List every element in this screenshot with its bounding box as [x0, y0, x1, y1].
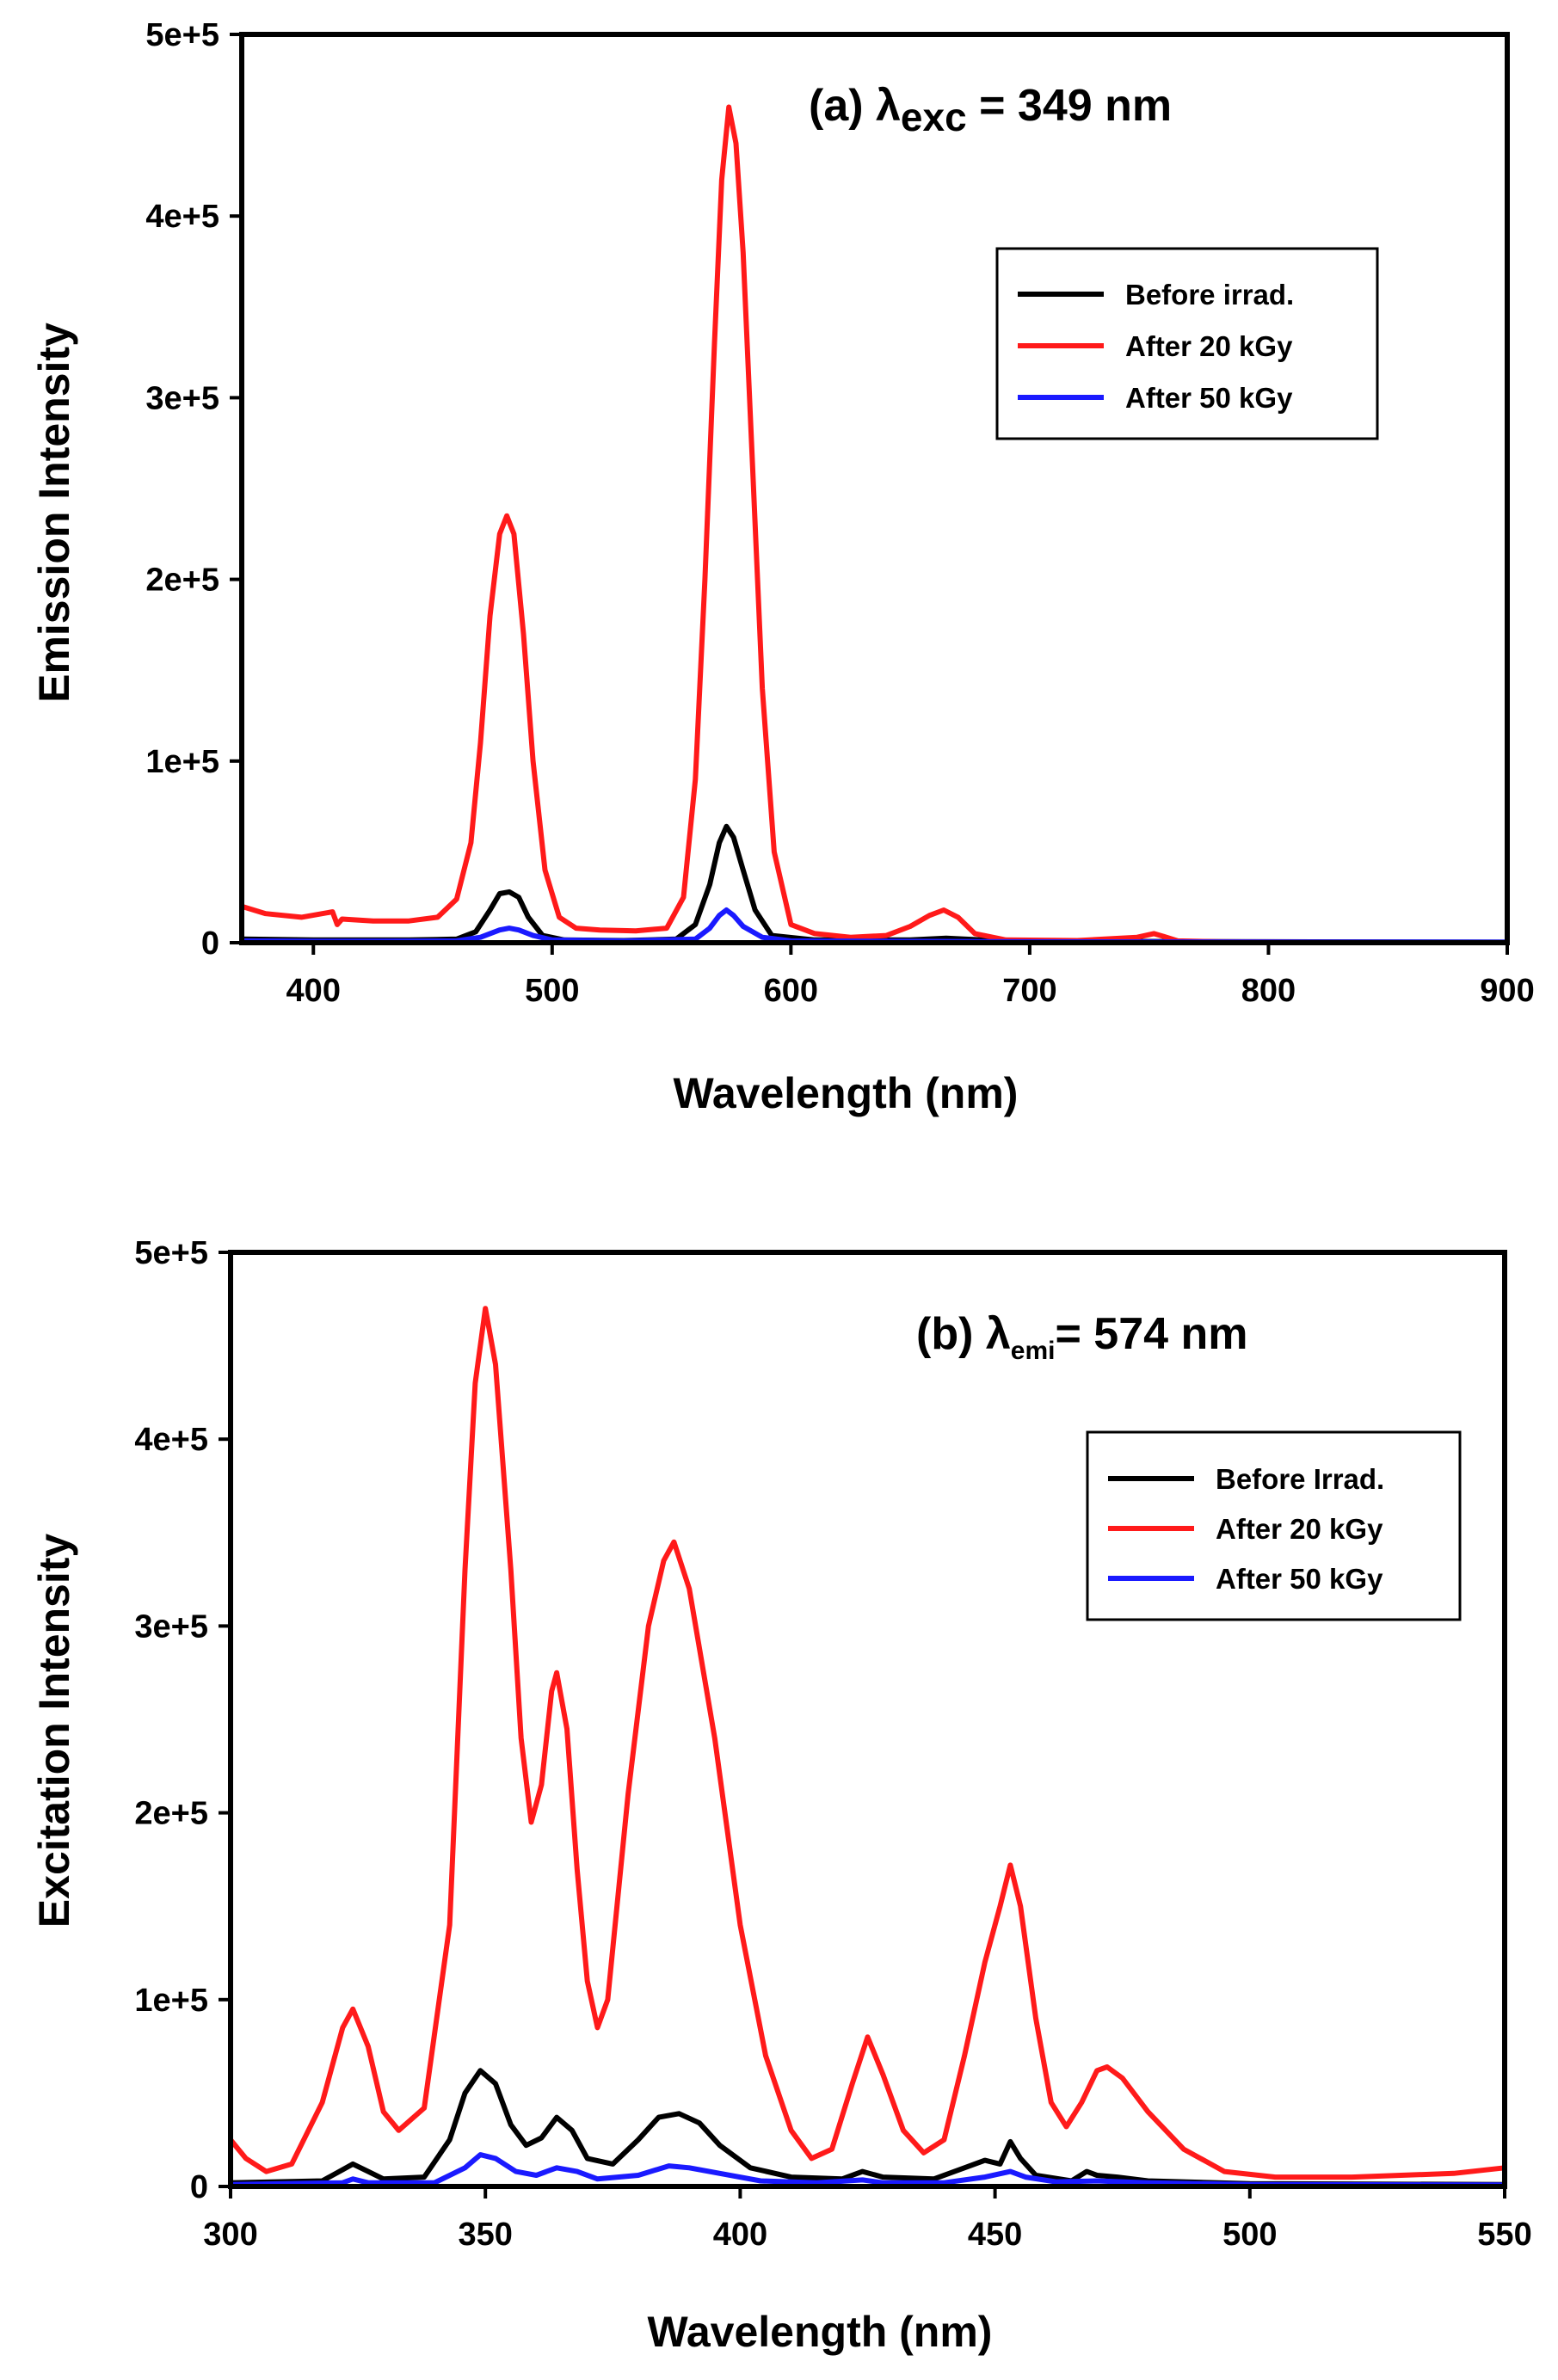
panel-b-xlabel: Wavelength (nm) [648, 2308, 993, 2356]
panel-a-legend: Before irrad. After 20 kGy After 50 kGy [995, 247, 1379, 440]
panel-b-ytick-label: 2e+5 [134, 1796, 208, 1832]
panel-b-ytick-label: 4e+5 [134, 1422, 208, 1458]
panel-a-legend-label-before: Before irrad. [1125, 279, 1294, 311]
panel-b-legend-label-after50: After 50 kGy [1216, 1563, 1383, 1595]
panel-b-series-before-line [228, 2068, 1507, 2187]
panel-a-ytick-label: 2e+5 [145, 563, 219, 599]
panel-b-ytick-label: 1e+5 [134, 1983, 208, 2019]
panel-a-xtick-label: 600 [764, 973, 818, 1009]
panel-b-xtick-label: 450 [968, 2217, 1022, 2253]
panel-a-annotation-subscript: exc [901, 95, 967, 139]
panel-a-legend-label-after20: After 20 kGy [1125, 330, 1293, 362]
panel-b-legend: Before Irrad. After 20 kGy After 50 kGy [1086, 1430, 1462, 1621]
panel-b-annotation-suffix: = 574 nm [1055, 1309, 1247, 1359]
panel-b-legend-label-before: Before Irrad. [1216, 1463, 1384, 1495]
panel-b-annotation-prefix: (b) [916, 1309, 986, 1359]
panel-a-plot-frame [239, 32, 1510, 945]
panel-a-annotation-suffix: = 349 nm [967, 81, 1172, 131]
panel-b-ylabel: Excitation Intensity [30, 1534, 78, 1928]
panel-a-ytick-label: 1e+5 [145, 744, 219, 780]
panel-a-ytick-label: 3e+5 [145, 380, 219, 416]
panel-b-series-after20-line [228, 1306, 1507, 2180]
panel-a-series-after50-line [239, 907, 1510, 945]
panel-b-xtick-label: 300 [203, 2217, 257, 2253]
panel-b-plot-frame [228, 1250, 1507, 2189]
panel-b-annotation-symbol: λ [986, 1309, 1011, 1359]
panel-b-ytick-label: 5e+5 [134, 1235, 208, 1271]
panel-b-series-after50-line [228, 2152, 1507, 2188]
panel-b-chart: 300 350 400 450 500 55001e+52e+53e+54e+55e+5 … [30, 1235, 1532, 2356]
panel-b-ytick-label: 0 [190, 2169, 208, 2205]
panel-a-annotation: (a) λexc = 349 nm [809, 81, 1172, 139]
panel-b-xtick-label: 500 [1222, 2217, 1277, 2253]
panel-b-xtick-label: 550 [1477, 2217, 1531, 2253]
panel-a-annotation-prefix: (a) [809, 81, 876, 131]
panel-b-ticks: 300 350 400 450 500 550 0 1e+5 2e+5 3e+5 4e+5 5e+5 [134, 1235, 1531, 2253]
panel-a-ytick-label: 4e+5 [145, 199, 219, 235]
panel-b-xtick-label: 350 [458, 2217, 512, 2253]
panel-a-chart: 400 500 600 700 800 90001e+52e+53e+54e+55e+5 … [30, 17, 1535, 1117]
panel-b-series-lines [228, 1306, 1507, 2188]
panel-a-xtick-label: 700 [1002, 973, 1056, 1009]
panel-a-annotation-symbol: λ [876, 81, 901, 131]
panel-b-ytick-label: 3e+5 [134, 1608, 208, 1645]
panel-a-ytick-label: 5e+5 [145, 17, 219, 53]
panel-a-xtick-label: 900 [1480, 973, 1534, 1009]
panel-a-xtick-label: 800 [1241, 973, 1296, 1009]
panel-a-ticks: 400 500 600 700 800 900 0 1e+5 2e+5 3e+5 4e+5 5e+5 [145, 17, 1534, 1009]
panel-a-series-after20-line [239, 104, 1510, 945]
panel-b-annotation-subscript: emi [1011, 1337, 1056, 1365]
panel-a-xlabel: Wavelength (nm) [674, 1069, 1019, 1117]
panel-a-ytick-label: 0 [201, 926, 219, 962]
panel-a-xtick-label: 500 [525, 973, 579, 1009]
panel-b-legend-label-after20: After 20 kGy [1216, 1513, 1383, 1545]
panel-a-series-lines [239, 104, 1510, 945]
panel-b-annotation: (b) λemi= 574 nm [916, 1309, 1248, 1365]
panel-a-legend-label-after50: After 50 kGy [1125, 382, 1293, 414]
panel-a-xtick-label: 400 [286, 973, 341, 1009]
panel-b-xtick-label: 400 [713, 2217, 767, 2253]
panel-a-ylabel: Emission Intensity [30, 323, 78, 703]
